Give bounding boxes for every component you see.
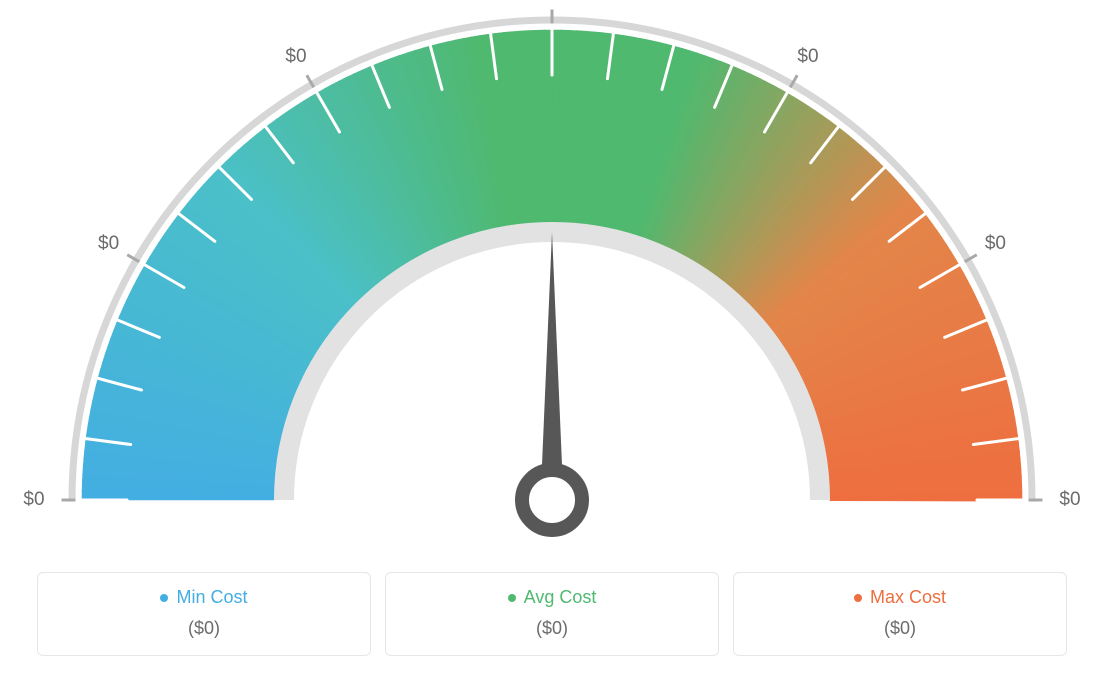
legend-label-min: Min Cost <box>160 587 247 608</box>
gauge-chart: $0$0$0$0$0$0$0 <box>0 0 1104 560</box>
legend-row: Min Cost ($0) Avg Cost ($0) Max Cost ($0… <box>37 572 1067 656</box>
legend-label-max: Max Cost <box>854 587 946 608</box>
gauge-scale-label: $0 <box>23 489 44 511</box>
legend-label-avg: Avg Cost <box>508 587 597 608</box>
legend-card-max: Max Cost ($0) <box>733 572 1067 656</box>
legend-card-min: Min Cost ($0) <box>37 572 371 656</box>
legend-value-avg: ($0) <box>396 618 708 639</box>
gauge-scale-label: $0 <box>98 233 119 255</box>
gauge-scale-label: $0 <box>797 46 818 68</box>
gauge-scale-label: $0 <box>985 233 1006 255</box>
legend-card-avg: Avg Cost ($0) <box>385 572 719 656</box>
gauge-scale-label: $0 <box>285 46 306 68</box>
gauge-svg <box>0 0 1104 560</box>
gauge-scale-label: $0 <box>1059 489 1080 511</box>
legend-value-min: ($0) <box>48 618 360 639</box>
legend-value-max: ($0) <box>744 618 1056 639</box>
